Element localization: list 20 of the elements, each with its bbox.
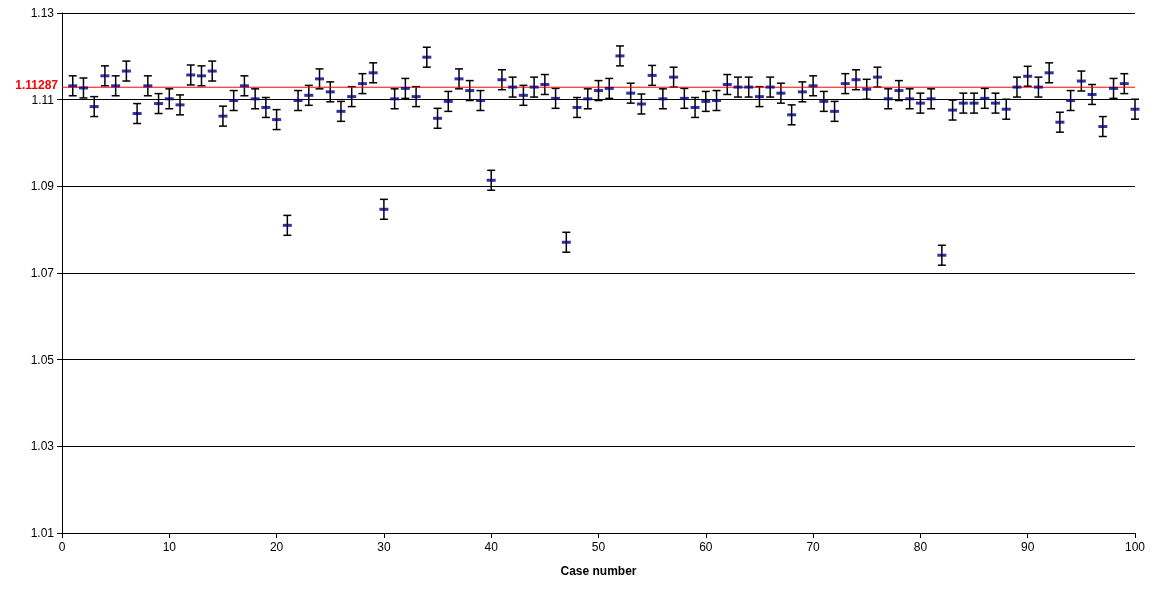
y-tick-label: 1.03 — [30, 439, 55, 454]
y-tick-label: 1.07 — [30, 266, 55, 280]
x-tick-label: 30 — [377, 540, 391, 554]
x-tick-label: 70 — [806, 540, 821, 554]
ref-line-label: 1.11287 — [15, 78, 59, 93]
x-tick-label: 80 — [913, 540, 928, 554]
x-tick-label: 100 — [1124, 540, 1146, 554]
x-tick-label: 10 — [162, 540, 177, 554]
y-tick-label: 1.13 — [30, 6, 55, 20]
x-tick-label: 50 — [591, 540, 606, 554]
y-tick-label: 1.01 — [30, 526, 55, 540]
x-tick-label: 90 — [1021, 540, 1035, 554]
y-tick-label: 1.09 — [30, 179, 55, 194]
x-tick-label: 0 — [58, 540, 66, 554]
x-tick-label: 20 — [269, 540, 284, 554]
x-tick-label: 40 — [484, 540, 499, 554]
y-tick-label: 1.11 — [31, 92, 55, 107]
x-axis-title: Case number — [560, 564, 637, 578]
x-tick-label: 60 — [699, 540, 713, 554]
y-tick-label: 1.05 — [30, 352, 55, 367]
